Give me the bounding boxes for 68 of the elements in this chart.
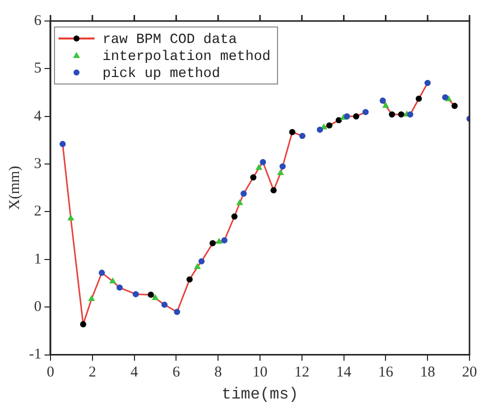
- point: [250, 174, 256, 181]
- x-tick-label: 8: [214, 364, 222, 381]
- x-tick-label: 12: [294, 364, 310, 381]
- point: [398, 111, 404, 118]
- y-tick-label: 5: [34, 60, 42, 77]
- y-tick-label: 1: [34, 251, 42, 268]
- point: [424, 80, 431, 86]
- y-tick-label: 3: [34, 156, 42, 172]
- point: [336, 117, 342, 124]
- point: [362, 108, 369, 116]
- point: [442, 94, 448, 100]
- point: [277, 170, 284, 176]
- point: [132, 291, 139, 298]
- point: [231, 213, 238, 220]
- point: [80, 321, 86, 328]
- point: [88, 296, 95, 302]
- point: [98, 270, 105, 276]
- point: [68, 214, 74, 220]
- point: [260, 159, 266, 166]
- point: [174, 308, 180, 315]
- point: [326, 122, 332, 129]
- x-tick-label: 16: [378, 364, 394, 381]
- point: [60, 140, 66, 148]
- point: [344, 113, 350, 120]
- legend-label: interpolation method: [102, 49, 271, 66]
- point: [198, 258, 205, 264]
- point: [452, 102, 458, 109]
- point: [194, 264, 200, 270]
- y-tick-label: 4: [34, 108, 42, 124]
- point: [152, 294, 158, 300]
- point: [299, 132, 306, 140]
- point: [407, 111, 414, 118]
- x-tick-label: 20: [462, 364, 477, 381]
- point: [256, 164, 262, 170]
- point: [353, 113, 360, 120]
- y-tick-label: 6: [34, 12, 42, 29]
- x-tick-label: 2: [88, 364, 96, 381]
- point: [289, 129, 296, 136]
- x-tick-label: 18: [420, 364, 436, 381]
- point: [280, 163, 286, 170]
- y-tick-label: -1: [28, 346, 42, 363]
- point: [416, 96, 422, 102]
- x-axis-title: time(ms): [222, 386, 298, 404]
- x-tick-label: 4: [130, 364, 139, 381]
- point: [210, 240, 216, 246]
- x-tick-label: 14: [336, 364, 352, 381]
- legend-label: raw BPM COD data: [102, 32, 237, 48]
- point: [161, 302, 168, 308]
- point: [388, 111, 396, 118]
- point: [240, 190, 247, 197]
- point: [110, 278, 116, 284]
- y-tick-label: 0: [34, 299, 42, 316]
- point: [380, 98, 386, 104]
- point: [148, 292, 154, 298]
- point: [382, 102, 389, 108]
- x-tick-label: 10: [252, 364, 268, 381]
- y-tick-label: 2: [34, 204, 42, 220]
- x-tick-label: 0: [46, 364, 54, 381]
- point: [186, 276, 193, 283]
- point: [236, 200, 243, 206]
- y-axis-title: X(mm): [6, 166, 23, 210]
- point: [221, 237, 228, 244]
- point: [116, 284, 123, 291]
- legend-label: pick up method: [102, 66, 220, 82]
- point: [316, 126, 324, 133]
- x-tick-label: 6: [172, 364, 180, 381]
- point: [270, 187, 277, 194]
- point: [216, 238, 222, 244]
